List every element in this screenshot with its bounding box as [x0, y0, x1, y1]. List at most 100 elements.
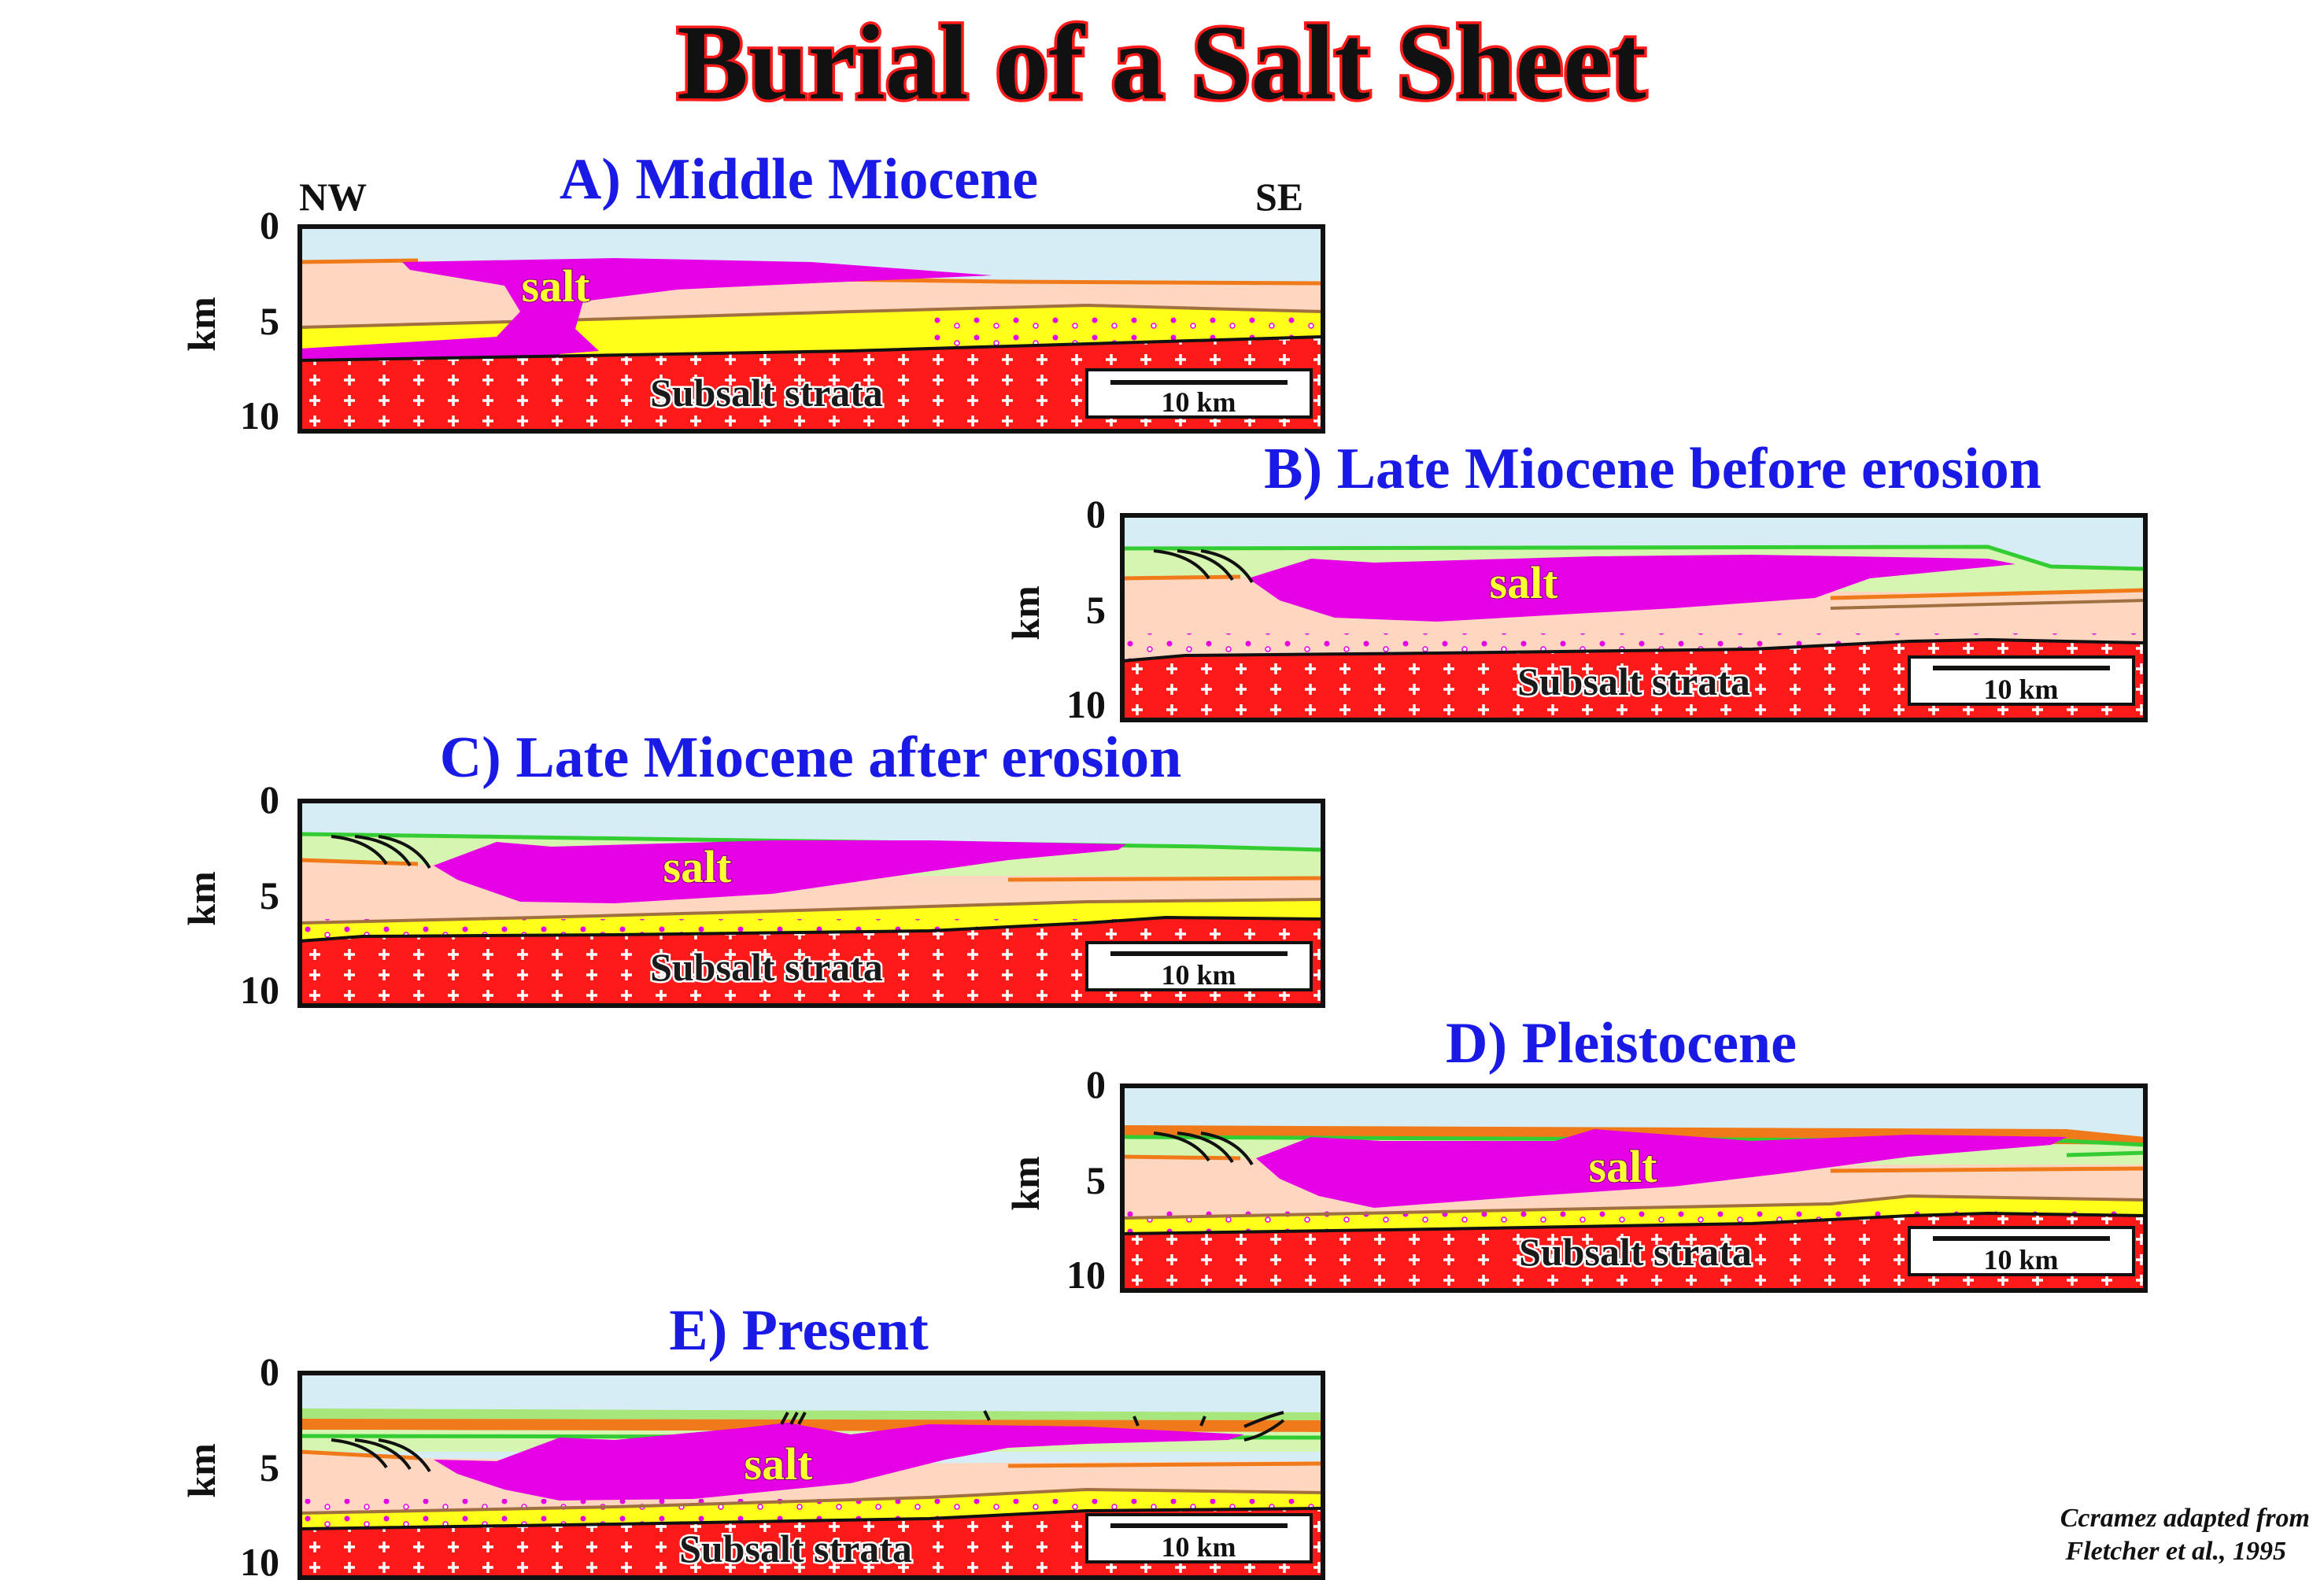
panel-c-title: C) Late Miocene after erosion — [440, 725, 1182, 790]
tick-5: 5 — [1086, 1158, 1106, 1202]
tick-0: 0 — [1086, 1062, 1106, 1106]
panel-a-title: A) Middle Miocene — [560, 147, 1038, 212]
scale-bar: 10 km — [1085, 941, 1313, 991]
panel-frame — [297, 224, 1325, 434]
green-horizon — [299, 832, 1324, 852]
panel-frame — [297, 799, 1325, 1008]
depth-axis-d: 0 5 10 km — [1003, 1062, 1106, 1297]
orange-horizon — [1121, 1154, 2146, 1173]
depth-axis-e: 0 5 10 km — [179, 1349, 279, 1580]
brown-horizon — [299, 1487, 1324, 1515]
salt-body — [300, 258, 992, 380]
tick-0: 0 — [260, 203, 279, 247]
salt-weld-line — [1121, 1211, 2146, 1235]
panel-d-title: D) Pleistocene — [1446, 1011, 1797, 1076]
green-top — [300, 1408, 1323, 1420]
subsalt-plus — [300, 337, 1323, 431]
scale-bar-label: 10 km — [1983, 674, 2058, 705]
tick-10: 10 — [240, 393, 279, 437]
tick-5: 5 — [1086, 588, 1106, 632]
panel-b: B) Late Miocene before erosion salt Subs… — [1003, 435, 2148, 726]
salt-label: salt — [522, 260, 591, 312]
growth-faults — [331, 835, 431, 869]
panel-a-section: salt Subsalt strata 10 km — [297, 224, 1325, 434]
tick-0: 0 — [260, 777, 279, 821]
scale-bar: 10 km — [1085, 1513, 1313, 1563]
tick-5: 5 — [260, 873, 279, 917]
axis-unit: km — [1003, 585, 1047, 640]
brown-horizon — [299, 898, 1324, 925]
tick-5: 5 — [260, 1445, 279, 1490]
scale-bar-label: 10 km — [1161, 1531, 1236, 1563]
figure-title: Burial of a Salt Sheet — [677, 4, 1646, 122]
panel-b-section: salt Subsalt strata 10 km — [1120, 513, 2148, 722]
brown-horizon — [1830, 599, 2146, 610]
depth-axis-a: 0 5 10 km — [179, 203, 279, 437]
panel-frame — [1120, 1083, 2148, 1293]
salt-weld-line — [299, 335, 1324, 362]
credit-line-2: Fletcher et al., 1995 — [2065, 1537, 2286, 1566]
panel-e-section: salt Subsalt strata 10 km — [297, 1371, 1325, 1580]
subsalt-plus — [1122, 1213, 2145, 1290]
subsalt-label: Subsalt strata — [650, 945, 883, 989]
tick-0: 0 — [1086, 492, 1106, 536]
scale-bar: 10 km — [1908, 655, 2135, 706]
subsalt-label: Subsalt strata — [650, 371, 883, 415]
scale-bar: 10 km — [1908, 1226, 2135, 1276]
orange-horizon — [1121, 574, 2146, 600]
depth-axis-c: 0 5 10 km — [179, 777, 279, 1012]
panel-e-title: E) Present — [669, 1298, 929, 1363]
green-horizon — [1121, 1135, 2146, 1157]
salt-label: salt — [663, 841, 733, 892]
tick-5: 5 — [260, 299, 279, 343]
salt-weld-line — [299, 915, 1324, 943]
credit-line-1: Ccramez adapted from — [2060, 1504, 2310, 1533]
panel-a: A) Middle Miocene NW SE salt Subsalt str… — [179, 146, 1325, 437]
subsalt-plus — [300, 917, 1323, 1006]
subsalt-label: Subsalt strata — [1517, 659, 1750, 703]
tick-10: 10 — [1066, 682, 1106, 726]
orange-horizon — [299, 858, 1324, 882]
axis-unit: km — [179, 1443, 224, 1497]
axis-unit: km — [179, 297, 224, 351]
green-horizon — [1121, 545, 2146, 571]
direction-se: SE — [1255, 175, 1303, 219]
growth-faults — [1153, 1131, 1254, 1166]
scale-bar-label: 10 km — [1983, 1244, 2058, 1275]
tick-10: 10 — [1066, 1253, 1106, 1297]
credit: Ccramez adapted from Fletcher et al., 19… — [2060, 1504, 2310, 1566]
scale-bar: 10 km — [1085, 368, 1313, 419]
panel-d: D) Pleistocene salt Subsalt strata 10 km — [1003, 1010, 2148, 1297]
growth-faults — [331, 1410, 1285, 1473]
depth-axis-b: 0 5 10 km — [1003, 492, 1106, 726]
tick-10: 10 — [240, 1540, 279, 1580]
brown-horizon — [1121, 1194, 2146, 1220]
axis-unit: km — [179, 871, 224, 925]
panel-d-section: salt Subsalt strata 10 km — [1120, 1083, 2148, 1293]
salt-body — [1256, 1129, 2067, 1208]
tick-10: 10 — [240, 968, 279, 1012]
subsalt-plus — [1122, 640, 2145, 720]
brown-horizon — [299, 303, 1324, 329]
salt-label: salt — [1490, 557, 1559, 608]
salt-body — [434, 840, 1126, 903]
tick-0: 0 — [260, 1349, 279, 1394]
scale-bar-label: 10 km — [1161, 386, 1236, 418]
direction-nw: NW — [299, 175, 367, 219]
panel-c-section: salt Subsalt strata 10 km — [297, 799, 1325, 1008]
salt-label: salt — [1589, 1141, 1658, 1192]
panel-c: C) Late Miocene after erosion salt Subsa… — [179, 724, 1325, 1012]
salt-label: salt — [744, 1438, 814, 1490]
salt-weld-line — [1121, 637, 2146, 663]
salt-body — [1248, 555, 2015, 622]
panel-b-title: B) Late Miocene before erosion — [1264, 437, 2041, 501]
growth-faults — [1153, 549, 1254, 584]
axis-unit: km — [1003, 1156, 1047, 1210]
panel-e: E) Present salt Subsalt strata 10 km — [179, 1297, 1325, 1580]
panel-frame — [297, 1371, 1325, 1580]
subsalt-label: Subsalt strata — [1519, 1230, 1752, 1274]
salt-body — [434, 1423, 1244, 1501]
panel-frame — [1120, 513, 2148, 722]
salt-weld-line — [299, 1507, 1324, 1530]
